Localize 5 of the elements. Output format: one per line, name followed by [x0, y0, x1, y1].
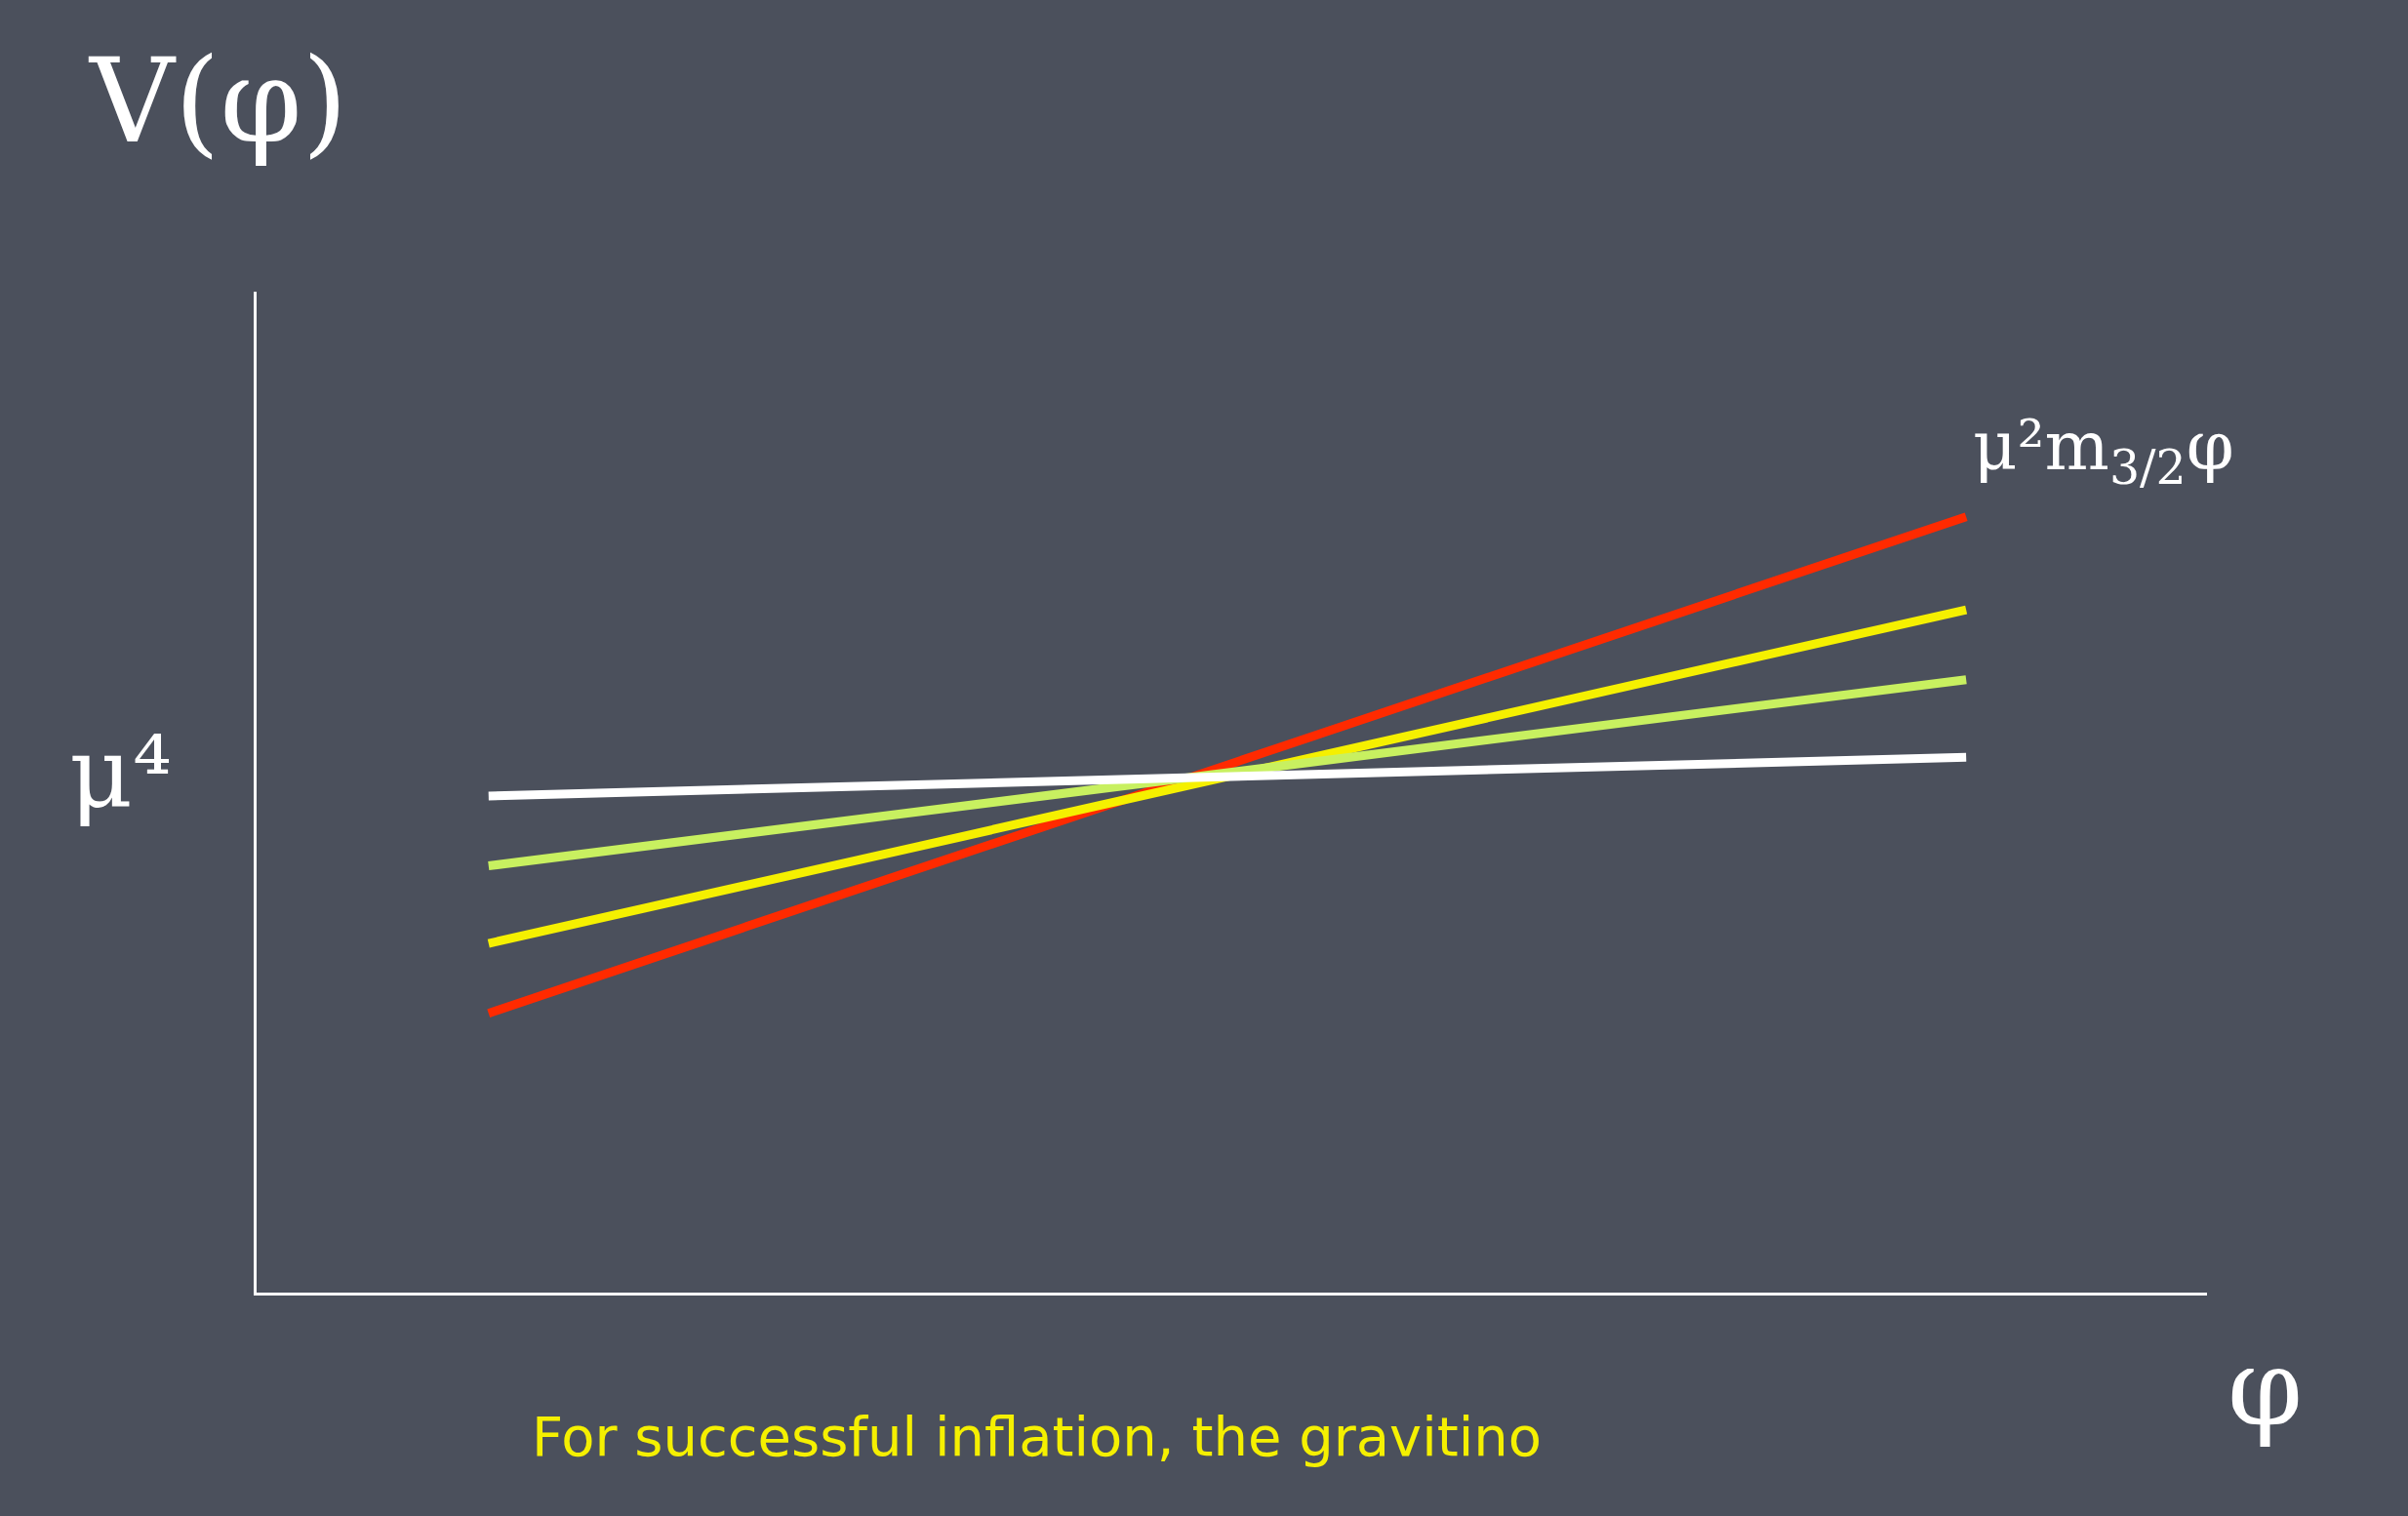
x-axis-title: φ	[2227, 1325, 2304, 1450]
text: μ⁴	[69, 715, 173, 829]
series-label: μ²m$_{3/2}$φ	[1973, 406, 2234, 496]
y-axis-title: V(φ)	[88, 33, 348, 169]
text: For successful inflation, the gravitino	[532, 1405, 1542, 1468]
